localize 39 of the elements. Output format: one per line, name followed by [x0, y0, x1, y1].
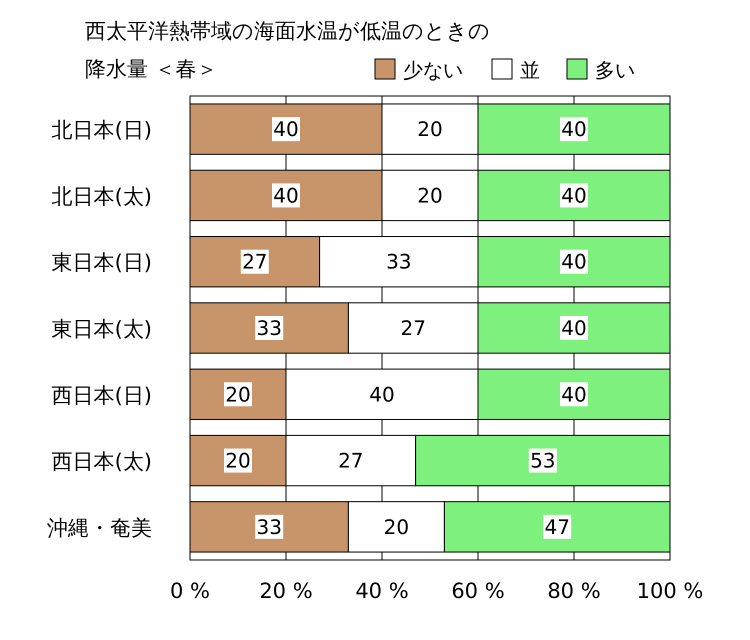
y-tick-label: 沖縄・奄美: [47, 516, 152, 540]
data-label: 20: [417, 183, 443, 208]
x-tick-label: 40 %: [355, 579, 409, 603]
y-tick-label: 西日本(太): [52, 450, 152, 474]
y-tick-label: 東日本(太): [52, 317, 152, 341]
x-tick-label: 20 %: [259, 579, 313, 603]
chart-title: 西太平洋熱帯域の海面水温が低温のときの: [85, 19, 490, 43]
data-label: 20: [225, 382, 251, 406]
data-label: 40: [369, 382, 395, 406]
legend-label: 並: [520, 58, 540, 82]
legend-label: 多い: [595, 58, 635, 82]
y-tick-label: 北日本(太): [52, 184, 152, 208]
y-tick-label: 西日本(日): [52, 383, 152, 408]
data-label: 33: [256, 316, 282, 340]
data-label: 27: [338, 448, 364, 473]
chart-subtitle: 降水量 ＜春＞: [85, 57, 218, 81]
data-label: 40: [273, 117, 299, 142]
x-tick-label: 60 %: [451, 579, 505, 603]
data-label: 40: [561, 316, 587, 340]
data-label: 40: [561, 183, 587, 208]
data-label: 20: [225, 448, 251, 473]
x-tick-label: 80 %: [547, 579, 601, 603]
data-label: 33: [386, 250, 412, 274]
data-label: 40: [561, 250, 587, 274]
data-label: 53: [530, 448, 556, 473]
data-label: 27: [242, 250, 268, 274]
x-tick-label: 0 %: [170, 579, 210, 603]
data-label: 40: [561, 382, 587, 406]
x-tick-label: 100 %: [636, 579, 704, 603]
data-label: 33: [256, 514, 282, 539]
data-label: 40: [561, 117, 587, 142]
data-label: 20: [384, 514, 410, 539]
data-label: 27: [400, 316, 426, 340]
legend-label: 少ない: [403, 58, 463, 82]
y-tick-label: 北日本(日): [52, 118, 152, 142]
data-label: 20: [417, 117, 443, 142]
data-label: 40: [273, 183, 299, 208]
y-tick-label: 東日本(日): [52, 250, 152, 275]
data-label: 47: [544, 514, 570, 539]
